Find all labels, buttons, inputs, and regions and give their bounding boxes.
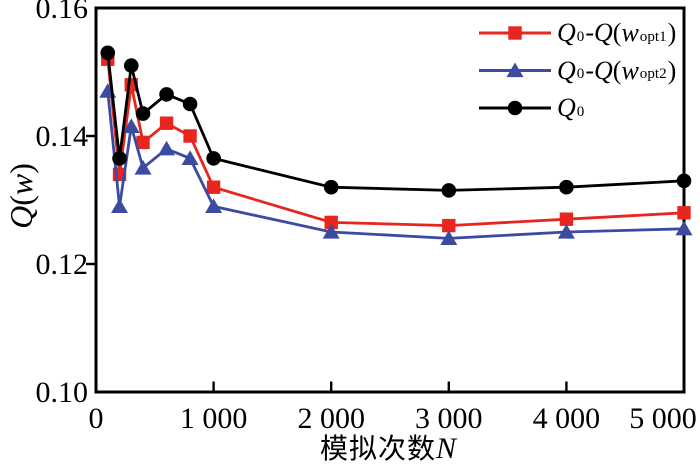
label-token: Q xyxy=(594,55,613,85)
data-point-q0 xyxy=(123,58,139,73)
label-token: opt1 xyxy=(639,28,667,45)
label-token: Q xyxy=(3,205,39,229)
data-point-q0_minus_q_wopt2 xyxy=(158,140,176,156)
data-point-q0_minus_q_wopt2 xyxy=(322,224,340,239)
legend-marker-q0_minus_q_wopt1 xyxy=(508,26,522,40)
data-point-q0_minus_q_wopt2 xyxy=(557,224,575,239)
label-token: Q xyxy=(557,18,576,47)
data-point-q0_minus_q_wopt2 xyxy=(122,118,140,133)
data-point-q0 xyxy=(441,183,457,198)
data-point-q0_minus_q_wopt2 xyxy=(440,230,458,245)
label-token: ( xyxy=(612,55,622,85)
y-tick-label: 0.12 xyxy=(36,248,89,281)
x-tick-label: 3 000 xyxy=(415,402,483,435)
data-point-q0_minus_q_wopt1 xyxy=(442,218,456,233)
data-point-q0_minus_q_wopt1 xyxy=(559,212,574,226)
x-tick-label: 0 xyxy=(89,402,104,435)
label-token: Q xyxy=(557,93,576,122)
data-point-q0_minus_q_wopt1 xyxy=(677,206,691,220)
data-point-q0_minus_q_wopt1 xyxy=(183,129,197,143)
label-token: ) xyxy=(667,55,677,85)
data-point-q0 xyxy=(100,45,116,61)
label-token: opt2 xyxy=(639,66,667,83)
y-tick-label: 0.16 xyxy=(36,0,89,25)
label-token: Q xyxy=(594,18,613,47)
x-axis-title: 模拟次数N xyxy=(320,432,456,467)
label-token: ) xyxy=(3,163,39,174)
label-token: ( xyxy=(612,18,622,47)
label-token: 0 xyxy=(576,66,585,83)
data-point-q0_minus_q_wopt2 xyxy=(675,220,693,236)
data-point-q0 xyxy=(676,173,692,189)
label-token: N xyxy=(436,432,457,465)
data-point-q0_minus_q_wopt1 xyxy=(324,215,338,230)
data-point-q0_minus_q_wopt2 xyxy=(205,198,223,213)
label-token: - xyxy=(585,18,594,47)
x-tick-label: 2 000 xyxy=(297,402,365,435)
plot-frame xyxy=(94,6,686,394)
y-tick-label: 0.14 xyxy=(36,120,89,153)
label-token: ( xyxy=(3,195,39,206)
label-token: 0 xyxy=(576,103,585,120)
data-point-q0 xyxy=(323,179,339,195)
data-point-q0 xyxy=(112,151,127,166)
label-token: - xyxy=(585,55,594,85)
data-point-q0_minus_q_wopt1 xyxy=(136,135,150,150)
label-token: w xyxy=(621,55,639,85)
data-point-q0_minus_q_wopt1 xyxy=(159,116,174,130)
x-tick-label: 1 000 xyxy=(180,402,248,435)
label-token: 模拟次数 xyxy=(319,434,436,465)
label-token: w xyxy=(621,18,639,47)
data-point-q0 xyxy=(206,151,221,166)
x-tick-label: 4 000 xyxy=(533,402,601,435)
data-point-q0_minus_q_wopt2 xyxy=(181,150,199,165)
data-point-q0_minus_q_wopt1 xyxy=(206,180,221,194)
label-token: w xyxy=(3,173,39,196)
data-point-q0 xyxy=(135,106,151,121)
data-point-q0 xyxy=(159,87,174,102)
data-point-q0 xyxy=(182,96,198,112)
y-tick-label: 0.10 xyxy=(36,376,89,409)
data-point-q0_minus_q_wopt2 xyxy=(134,160,152,175)
label-token: Q xyxy=(557,55,576,85)
legend-marker-q0 xyxy=(507,100,523,116)
data-point-q0_minus_q_wopt2 xyxy=(111,198,129,213)
x-tick-label: 5 000 xyxy=(629,402,697,435)
label-token: 0 xyxy=(576,28,585,45)
legend-marker-q0_minus_q_wopt2 xyxy=(506,62,524,78)
data-point-q0 xyxy=(559,179,574,195)
label-token: ) xyxy=(667,18,677,47)
y-axis-title: Q(w) xyxy=(3,163,39,229)
